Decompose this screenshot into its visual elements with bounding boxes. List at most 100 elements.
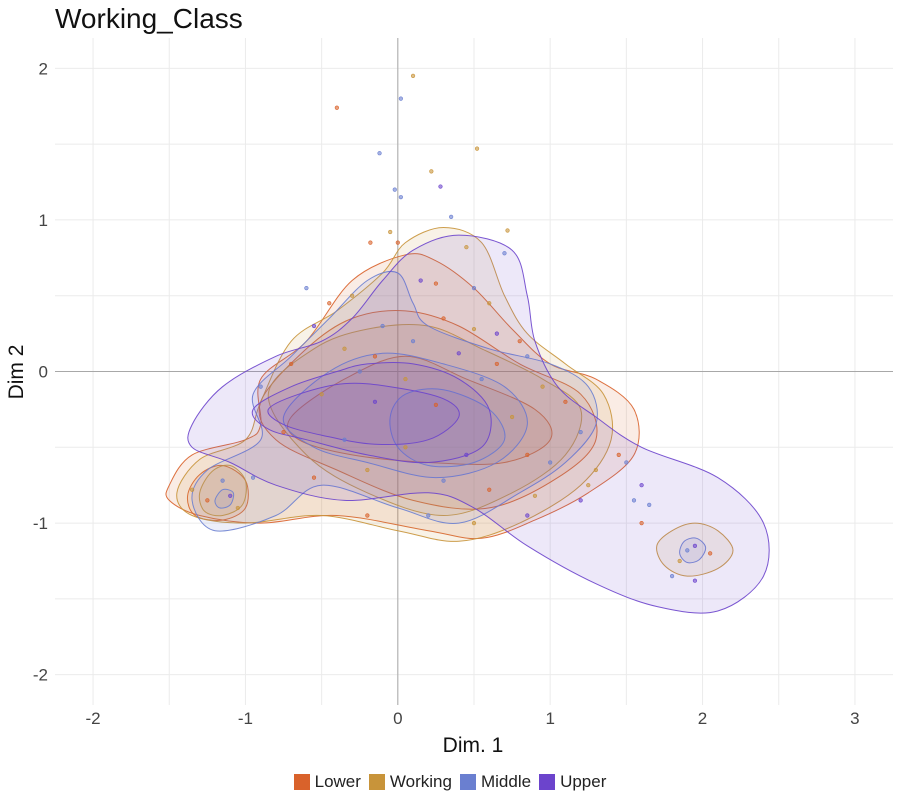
density-contour-middle <box>679 537 707 564</box>
legend-label: Lower <box>314 772 361 791</box>
data-point-lower <box>494 361 499 367</box>
data-point-working <box>586 483 591 488</box>
x-tick-label: 3 <box>850 709 859 728</box>
contour-group-upper <box>187 234 770 614</box>
data-point-lower <box>616 452 621 457</box>
density-contour-working <box>198 464 247 517</box>
legend-label: Middle <box>480 772 532 791</box>
legend-swatch <box>293 774 310 790</box>
density-contour-middle <box>214 488 235 509</box>
data-point-working <box>190 487 195 492</box>
data-point-upper <box>494 331 499 336</box>
data-point-middle <box>304 286 309 291</box>
legend-item-lower: Lower <box>293 772 361 792</box>
y-tick-label: -1 <box>33 514 48 533</box>
data-point-lower <box>327 301 332 306</box>
data-point-working <box>350 293 355 298</box>
data-point-upper <box>692 578 698 583</box>
data-point-working <box>471 326 477 332</box>
data-point-upper <box>372 399 378 404</box>
axis-ticks: -2 -1 0 1 2 3 -2 -1 0 1 2 <box>33 59 860 728</box>
x-tick-label: 1 <box>545 709 554 728</box>
data-point-middle <box>548 460 553 465</box>
legend-item-middle: Middle <box>459 772 532 792</box>
data-point-middle <box>398 195 403 200</box>
y-axis-label: Dim 2 <box>5 345 28 400</box>
x-tick-label: 0 <box>393 709 402 728</box>
y-tick-label: 2 <box>39 59 48 78</box>
data-point-middle <box>380 323 385 329</box>
data-point-middle <box>479 376 484 382</box>
data-point-working <box>403 376 408 382</box>
data-point-working <box>429 169 434 174</box>
data-point-middle <box>685 548 690 553</box>
data-point-middle <box>525 354 530 359</box>
legend-swatch <box>368 774 385 790</box>
data-point-lower <box>289 361 294 367</box>
data-point-middle <box>502 251 507 256</box>
data-point-lower <box>639 520 644 526</box>
data-point-upper <box>456 351 461 356</box>
data-point-middle <box>250 475 256 480</box>
y-tick-label: -2 <box>33 666 48 685</box>
data-point-working <box>487 301 492 306</box>
x-tick-label: -2 <box>86 709 101 728</box>
data-point-lower <box>517 339 522 344</box>
density-contour-lower <box>186 464 249 521</box>
data-point-upper <box>525 513 530 518</box>
data-point-lower <box>525 452 530 457</box>
data-point-upper <box>578 498 583 503</box>
data-point-upper <box>228 493 233 498</box>
density-contour-upper <box>251 361 492 464</box>
density-contours <box>165 226 770 614</box>
contour-group-working <box>176 226 734 577</box>
data-point-middle <box>624 460 629 465</box>
density-contour-working <box>267 324 583 517</box>
data-point-lower <box>281 430 286 435</box>
chart-title: Working_Class <box>55 3 243 34</box>
x-tick-label: 2 <box>698 709 707 728</box>
data-point-middle <box>357 369 362 374</box>
data-point-lower <box>365 513 370 518</box>
data-point-lower <box>433 402 439 407</box>
legend-item-working: Working <box>368 772 452 792</box>
y-tick-label: 1 <box>39 211 48 230</box>
data-point-upper <box>464 452 469 457</box>
data-point-working <box>410 73 416 78</box>
data-point-upper <box>311 323 317 329</box>
legend-item-upper: Upper <box>539 772 606 792</box>
density-contour-middle <box>191 271 598 532</box>
data-point-working <box>388 229 393 235</box>
density-contour-working <box>656 522 734 577</box>
data-point-lower <box>311 475 317 480</box>
data-point-middle <box>377 151 382 156</box>
data-point-working <box>593 467 598 473</box>
data-point-upper <box>692 543 698 548</box>
data-point-working <box>677 558 682 564</box>
data-point-working <box>532 493 538 498</box>
data-point-lower <box>205 498 210 503</box>
data-point-lower <box>368 240 373 245</box>
data-point-working <box>342 346 347 351</box>
data-points <box>190 73 713 583</box>
data-point-upper <box>438 184 443 189</box>
data-point-lower <box>395 240 400 245</box>
data-point-lower <box>433 281 439 286</box>
data-point-middle <box>426 513 431 518</box>
x-axis-label: Dim. 1 <box>443 734 504 757</box>
data-point-lower <box>334 105 339 110</box>
x-tick-label: -1 <box>238 709 253 728</box>
legend: Lower Working Middle Upper <box>0 770 900 794</box>
data-point-middle <box>647 502 652 508</box>
data-point-working <box>365 467 370 473</box>
data-point-working <box>319 392 324 397</box>
density-contour-upper <box>267 382 460 446</box>
data-point-middle <box>449 214 454 219</box>
data-point-working <box>464 245 469 250</box>
data-point-working <box>509 414 515 420</box>
data-point-working <box>505 228 510 233</box>
data-point-middle <box>220 478 225 483</box>
data-point-middle <box>258 384 263 389</box>
data-point-working <box>471 520 477 526</box>
